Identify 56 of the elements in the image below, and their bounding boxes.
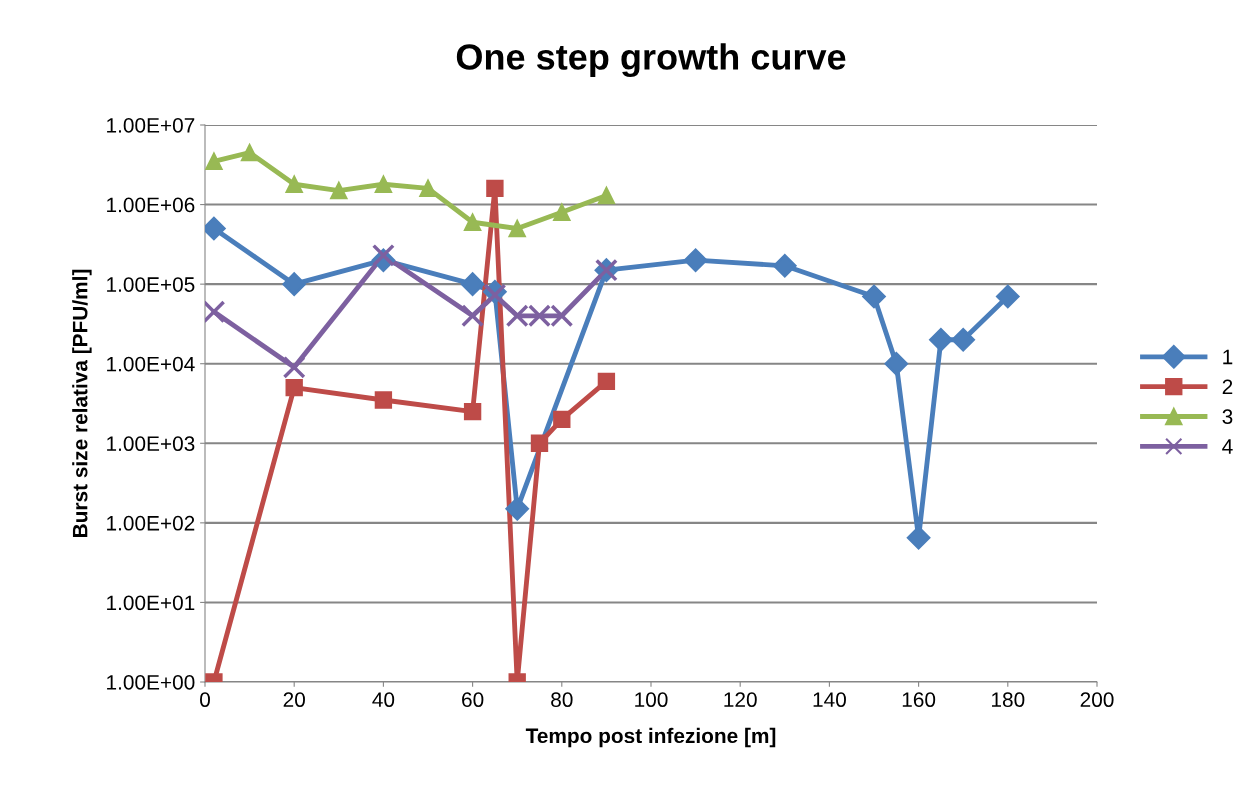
point xyxy=(285,175,303,193)
point xyxy=(463,402,482,421)
y-tick-label: 1.00E+00 xyxy=(107,675,195,690)
x-tick-label: 60 xyxy=(462,692,484,708)
point xyxy=(282,272,307,296)
x-tick-label: 200 xyxy=(1080,692,1114,708)
y-tick-label: 1.00E+03 xyxy=(107,436,195,452)
x-tick-label: 160 xyxy=(902,692,936,708)
point xyxy=(553,410,571,429)
y-tick-label: 1.00E+01 xyxy=(107,595,195,611)
legend-label: 3 xyxy=(1222,409,1233,425)
point xyxy=(374,175,393,193)
point xyxy=(597,372,616,391)
x-tick-label: 20 xyxy=(283,692,305,708)
point xyxy=(597,186,616,205)
point xyxy=(371,243,395,267)
y-tick-label: 1.00E+04 xyxy=(107,356,195,372)
point xyxy=(285,378,303,397)
point xyxy=(508,219,526,238)
y-tick-label: 1.00E+06 xyxy=(107,197,195,213)
point xyxy=(862,284,886,309)
point xyxy=(929,327,953,352)
point xyxy=(772,253,797,278)
point xyxy=(330,181,348,200)
point xyxy=(505,497,530,521)
point xyxy=(683,248,708,273)
point xyxy=(374,391,393,409)
x-tick-label: 120 xyxy=(724,692,757,708)
x-tick-label: 180 xyxy=(992,692,1025,708)
point xyxy=(951,327,976,352)
point xyxy=(460,272,485,296)
point xyxy=(461,304,485,328)
legend-label: 4 xyxy=(1222,439,1233,454)
point xyxy=(240,143,259,162)
point xyxy=(486,179,504,198)
point xyxy=(419,179,437,198)
point xyxy=(463,213,482,231)
x-tick-label: 0 xyxy=(200,692,210,708)
y-axis-title: Burst size relativa [PFU/ml] xyxy=(72,269,92,537)
point xyxy=(205,152,223,170)
point xyxy=(530,434,549,452)
x-tick-label: 100 xyxy=(635,692,668,708)
x-tick-label: 140 xyxy=(813,692,846,708)
legend-label: 2 xyxy=(1222,379,1233,394)
point xyxy=(553,203,571,221)
point xyxy=(995,284,1020,309)
y-tick-label: 1.00E+02 xyxy=(107,515,195,531)
legend-label: 1 xyxy=(1223,349,1233,365)
x-axis-title: Tempo post infezione [m] xyxy=(525,727,776,748)
x-tick-label: 80 xyxy=(551,692,573,708)
point xyxy=(884,351,909,376)
x-tick-label: 40 xyxy=(372,692,395,708)
y-tick-label: 1.00E+07 xyxy=(107,118,195,133)
y-tick-label: 1.00E+05 xyxy=(107,277,195,292)
chart-title: One step growth curve xyxy=(456,43,846,78)
point xyxy=(282,355,306,379)
